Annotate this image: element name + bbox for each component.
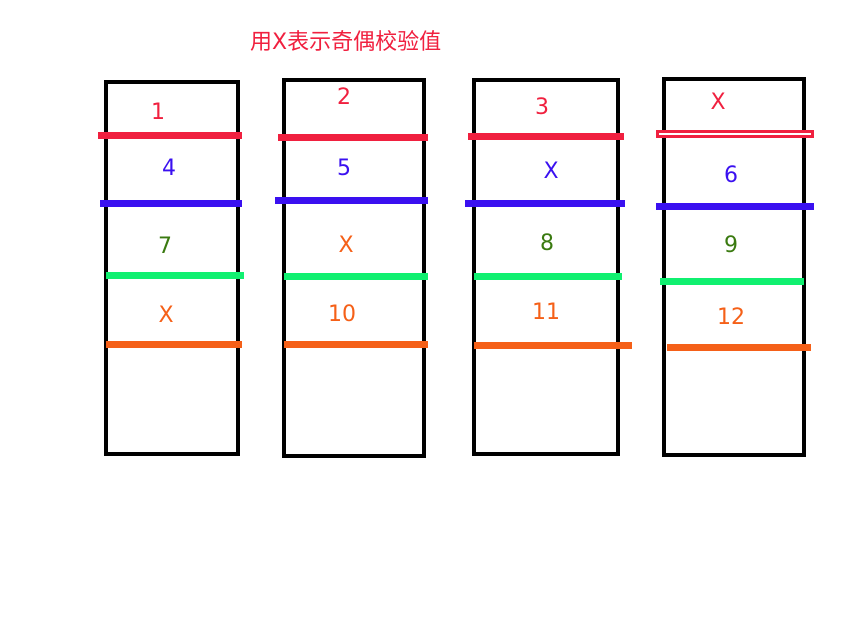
disk-2: [282, 78, 426, 458]
disk-1-row-1-divider: [98, 132, 242, 139]
disk-4-block-2: 6: [724, 163, 738, 188]
disk-3-row-4-divider: [474, 342, 632, 349]
disk-4-row-3-divider: [660, 278, 804, 285]
disk-4-row-1-divider: [656, 130, 814, 138]
disk-1-row-3-divider: [106, 272, 244, 279]
disk-3-block-2: X: [543, 159, 559, 184]
disk-1: [104, 80, 240, 456]
disk-4-row-2-divider: [656, 203, 814, 210]
disk-1-row-4-divider: [106, 341, 242, 348]
disk-2-row-3-divider: [284, 273, 428, 280]
disk-1-row-2-divider: [100, 200, 242, 207]
disk-3: [472, 78, 620, 456]
disk-3-block-3: 8: [540, 231, 554, 256]
disk-1-block-1: 1: [151, 100, 165, 125]
disk-2-row-2-divider: [275, 197, 428, 204]
disk-2-row-4-divider: [284, 341, 428, 348]
disk-2-block-2: 5: [337, 156, 351, 181]
disk-1-block-3: 7: [158, 234, 172, 259]
disk-1-block-4: X: [158, 303, 174, 328]
disk-1-block-2: 4: [162, 156, 176, 181]
disk-3-row-1-divider: [468, 133, 624, 140]
disk-4-row-4-divider: [667, 344, 811, 351]
disk-4: [662, 77, 806, 457]
disk-4-block-3: 9: [724, 233, 738, 258]
disk-2-block-3: X: [338, 233, 354, 258]
disk-4-block-1: X: [710, 90, 726, 115]
disk-3-row-3-divider: [474, 273, 622, 280]
disk-2-block-4: 10: [328, 302, 356, 327]
disk-3-row-2-divider: [465, 200, 625, 207]
disk-3-block-4: 11: [532, 300, 560, 325]
disk-3-block-1: 3: [535, 95, 549, 120]
disk-2-row-1-divider: [278, 134, 428, 141]
disk-2-block-1: 2: [337, 85, 351, 110]
disk-4-block-4: 12: [717, 305, 745, 330]
diagram-title: 用X表示奇偶校验值: [250, 30, 442, 55]
